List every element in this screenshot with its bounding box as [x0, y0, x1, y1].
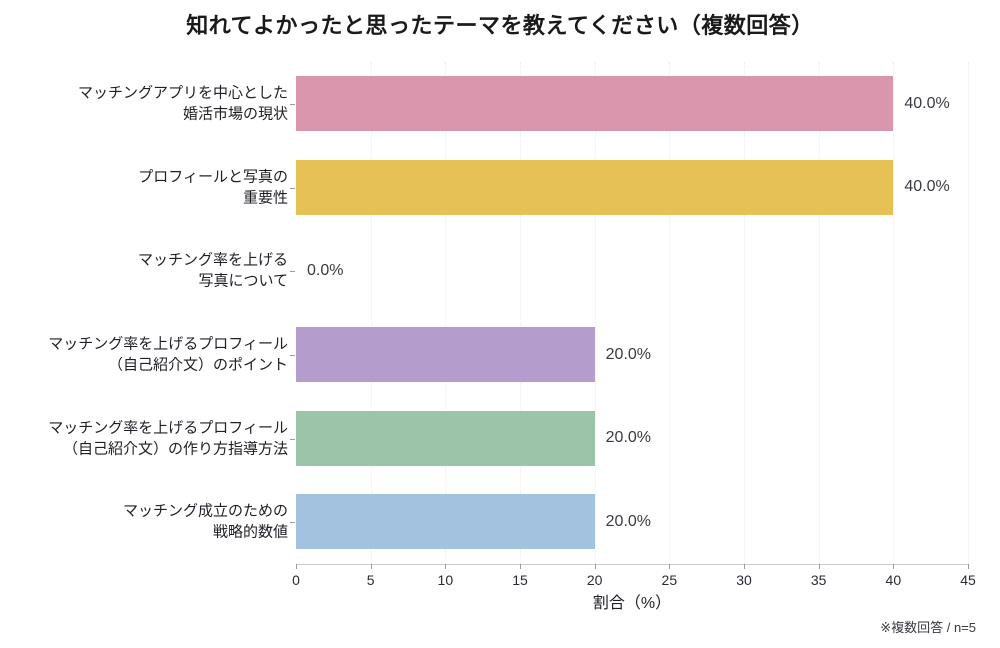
- y-axis-label: マッチング率を上げるプロフィール （自己紹介文）の作り方指導方法: [48, 419, 288, 458]
- y-axis-labels: マッチングアプリを中心とした 婚活市場の現状 プロフィールと写真の 重要性 マッチン…: [0, 62, 295, 564]
- bar-value-label: 0.0%: [307, 261, 344, 279]
- gridline: [594, 62, 597, 564]
- bar-row[interactable]: 40.0%: [296, 146, 968, 230]
- gridline: [669, 62, 671, 564]
- x-tick-mark: [296, 564, 297, 569]
- bar-row[interactable]: 20.0%: [296, 313, 968, 397]
- x-tick-mark: [594, 564, 596, 569]
- bar-value-label: 20.0%: [605, 345, 652, 363]
- y-axis-label: マッチングアプリを中心とした 婚活市場の現状: [77, 84, 288, 123]
- x-tick-mark: [968, 564, 969, 569]
- y-tick-mark: [290, 522, 295, 524]
- bar[interactable]: [296, 159, 894, 215]
- x-tick-mark: [370, 564, 372, 569]
- gridline: [520, 62, 522, 564]
- x-axis-title: 割合（%）: [592, 595, 672, 612]
- bar[interactable]: [296, 494, 595, 550]
- y-axis-label: プロフィールと写真の 重要性: [138, 168, 288, 207]
- x-tick-label: 15: [512, 572, 528, 588]
- x-tick-label: 40: [885, 572, 902, 588]
- y-axis-label: マッチング成立のための 戦略的数値: [122, 502, 288, 542]
- bar[interactable]: [296, 327, 595, 382]
- bar-value-label: 40.0%: [904, 178, 950, 196]
- x-tick-mark: [669, 564, 671, 569]
- bar-value-label: 20.0%: [605, 512, 652, 530]
- bar-row[interactable]: 20.0%: [296, 480, 968, 564]
- bar-value-label: 40.0%: [904, 94, 950, 112]
- y-tick-mark: [290, 103, 295, 105]
- gridline: [968, 62, 970, 564]
- y-tick-mark: [290, 354, 295, 356]
- x-tick-label: 20: [586, 572, 603, 588]
- x-tick-label: 5: [366, 572, 375, 588]
- x-axis-spine: [296, 564, 968, 565]
- footnote: ※複数回答 / n=5: [880, 620, 976, 635]
- plot-area: 40.0% 40.0% 0.0% 20.0% 20.0% 20.0%: [296, 62, 970, 564]
- x-tick-label: 10: [437, 572, 454, 588]
- x-tick-label: 0: [292, 572, 300, 588]
- x-tick-label: 35: [810, 572, 827, 588]
- x-axis-ticks: 0 5 10 15 20 25 30 35 40 45: [292, 564, 976, 604]
- bar-row[interactable]: 20.0%: [296, 397, 968, 481]
- bar[interactable]: [296, 410, 595, 466]
- gridline: [893, 62, 895, 564]
- gridline: [370, 62, 373, 564]
- x-tick-mark: [818, 564, 820, 569]
- bar[interactable]: [296, 76, 894, 131]
- chart-title: 知れてよかったと思ったテーマを教えてください（複数回答）: [186, 13, 814, 38]
- bar-row[interactable]: 40.0%: [296, 62, 968, 146]
- gridline: [445, 62, 447, 564]
- x-tick-mark: [744, 564, 745, 569]
- x-tick-label: 45: [960, 572, 976, 588]
- x-tick-mark: [445, 564, 447, 569]
- bar-value-label: 20.0%: [605, 429, 652, 447]
- gridline: [818, 62, 821, 564]
- x-tick-label: 25: [661, 572, 678, 588]
- y-axis-label: マッチング率を上げる 写真について: [137, 251, 288, 291]
- y-tick-mark: [290, 438, 295, 440]
- y-tick-mark: [290, 271, 295, 273]
- gridline: [744, 62, 746, 564]
- x-tick-mark: [520, 564, 521, 569]
- x-tick-mark: [893, 564, 895, 569]
- x-tick-label: 30: [736, 572, 752, 588]
- y-axis-label: マッチング率を上げるプロフィール （自己紹介文）のポイント: [48, 335, 288, 374]
- bar-row[interactable]: 0.0%: [296, 229, 968, 313]
- y-tick-mark: [290, 187, 295, 189]
